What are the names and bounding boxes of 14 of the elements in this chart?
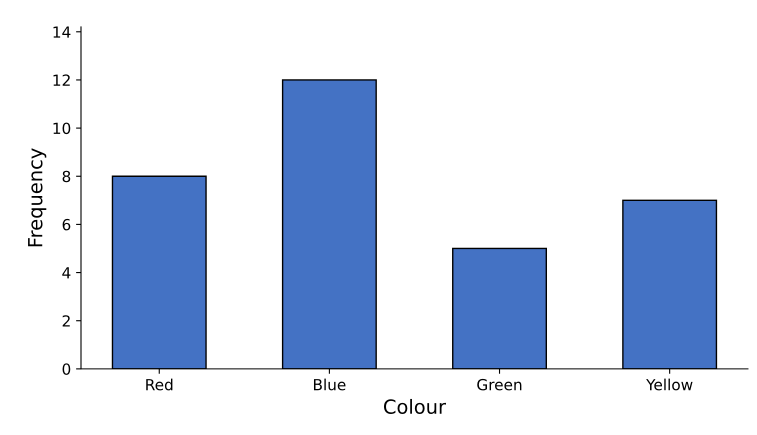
y-tick-label: 2	[62, 315, 70, 327]
y-tick-label: 10	[54, 122, 70, 134]
x-tick-label: Green	[477, 378, 522, 390]
y-axis-title: Frequency	[28, 148, 46, 246]
x-tick-label: Yellow	[646, 378, 693, 390]
x-axis-title: Colour	[384, 398, 446, 414]
y-tick-label: 12	[54, 74, 70, 86]
y-tick-label: 0	[62, 363, 70, 375]
y-tick-label: 6	[62, 218, 70, 230]
y-tick-label: 8	[62, 170, 70, 182]
x-tick-label: Red	[146, 378, 172, 390]
x-tick-label: Blue	[314, 378, 346, 390]
y-tick-label: 14	[54, 26, 70, 38]
y-tick-label: 4	[62, 267, 70, 278]
